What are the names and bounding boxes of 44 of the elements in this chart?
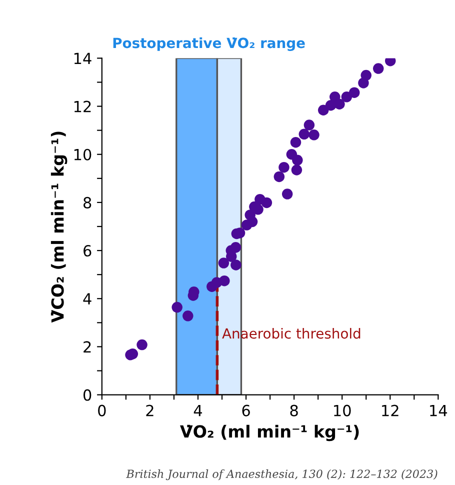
x-tick-label: 2 (146, 404, 154, 416)
point (360, 70, 372, 81)
x-tick-label: 12 (382, 404, 398, 416)
x-axis-title: V̇O₂ (ml min⁻¹ kg⁻¹) (180, 424, 359, 442)
y-tick-label: 14 (74, 52, 92, 64)
point (278, 162, 290, 173)
point (230, 242, 242, 253)
x-tick-label: 6 (242, 404, 250, 416)
point (292, 154, 303, 166)
x-tick-label: 0 (98, 404, 106, 416)
y-tick-label: 4 (83, 293, 92, 304)
point (230, 260, 242, 270)
point (291, 164, 302, 176)
point (219, 275, 230, 286)
x-tick-label: 10 (334, 404, 351, 416)
point (334, 98, 345, 110)
y-tick-label: 10 (74, 148, 92, 160)
point (318, 104, 329, 116)
y-axis-title: V̇CO₂ (ml min⁻¹ kg⁻¹) (50, 132, 68, 323)
point (372, 63, 384, 74)
point (136, 339, 148, 350)
text: British Journal of Anaesthesia, 130 (2): 122–132 (2023) (126, 469, 438, 480)
y-tick-label: 6 (84, 245, 92, 257)
point (244, 210, 256, 220)
point (282, 188, 293, 200)
y-tick-label: 0 (83, 389, 92, 401)
point (308, 130, 320, 140)
y-tick-label: 12 (74, 100, 91, 112)
point (348, 87, 360, 98)
x-tick-label: 4 (194, 404, 202, 416)
point (304, 120, 315, 130)
point (182, 310, 194, 322)
point (298, 128, 310, 140)
point (290, 136, 302, 148)
x-tick-label: 8 (290, 404, 298, 416)
x-tick-label: 14 (430, 404, 448, 416)
point (274, 171, 285, 182)
text: Postoperative V̇O₂ range (113, 37, 305, 51)
y-tick-label: 2 (84, 341, 91, 353)
point (172, 302, 182, 313)
point (341, 92, 352, 102)
point (218, 258, 230, 268)
point (254, 194, 266, 205)
y-tick-label: 8 (84, 196, 92, 208)
